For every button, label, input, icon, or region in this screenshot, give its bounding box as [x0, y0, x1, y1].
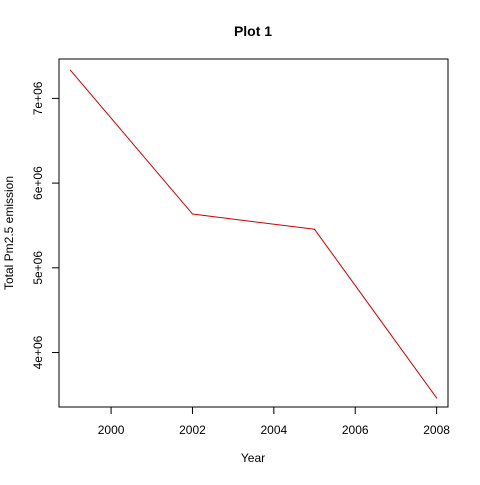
data-point-2008 — [436, 397, 438, 399]
x-tick-label: 2006 — [342, 423, 369, 437]
y-axis: 4e+06 5e+06 6e+06 7e+06 — [31, 81, 59, 369]
data-point-1999 — [69, 69, 71, 71]
y-tick-label: 7e+06 — [31, 81, 45, 115]
x-axis-title: Year — [241, 451, 265, 465]
series-line-0 — [70, 69, 438, 399]
y-tick-label: 5e+06 — [31, 251, 45, 285]
x-tick-label: 2000 — [98, 423, 125, 437]
plot-frame — [58, 58, 449, 408]
series-layer — [69, 69, 438, 399]
x-tick-label: 2004 — [260, 423, 287, 437]
x-tick-label: 2008 — [423, 423, 450, 437]
y-tick-label: 4e+06 — [31, 335, 45, 369]
data-point-2005 — [313, 228, 316, 230]
data-point-2002 — [191, 213, 194, 215]
chart-title: Plot 1 — [234, 23, 272, 39]
y-tick-label: 6e+06 — [31, 166, 45, 200]
x-tick-label: 2002 — [179, 423, 206, 437]
y-axis-title: Total Pm2.5 emission — [2, 176, 16, 290]
x-axis: 2000 2002 2004 2006 2008 — [98, 407, 450, 437]
